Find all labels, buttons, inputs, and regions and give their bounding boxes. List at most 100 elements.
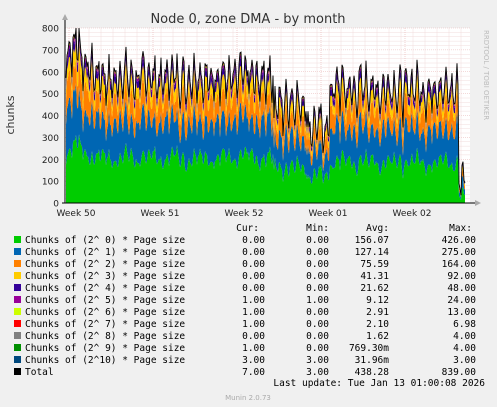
legend-label: Total <box>25 367 54 378</box>
legend-swatch <box>14 320 21 327</box>
munin-footer: Munin 2.0.73 <box>225 394 271 402</box>
legend-swatch <box>14 236 21 243</box>
legend-min: 3.00 <box>306 355 329 366</box>
legend-min: 0.00 <box>306 271 329 282</box>
y-tick-label: 400 <box>42 112 59 122</box>
legend-avg: 21.62 <box>360 283 389 294</box>
legend-min: 0.00 <box>306 259 329 270</box>
legend-swatch <box>14 284 21 291</box>
legend-swatch <box>14 308 21 315</box>
legend-swatch <box>14 344 21 351</box>
legend-avg: 127.14 <box>355 247 390 258</box>
legend-cur: 0.00 <box>242 331 265 342</box>
legend-avg: 9.12 <box>366 295 389 306</box>
legend-label: Chunks of (2^ 4) * Page size <box>25 283 185 294</box>
y-axis-label: chunks <box>4 95 17 134</box>
last-update: Last update: Tue Jan 13 01:00:08 2026 <box>273 378 485 389</box>
legend-min: 0.00 <box>306 247 329 258</box>
legend-max: 164.00 <box>442 259 477 270</box>
legend-header: Min: <box>306 223 329 234</box>
legend-avg: 438.28 <box>355 367 390 378</box>
legend-label: Chunks of (2^ 1) * Page size <box>25 247 185 258</box>
y-tick-label: 800 <box>42 25 59 35</box>
legend-swatch <box>14 260 21 267</box>
y-axis-arrow <box>62 14 68 20</box>
stacked-areas <box>65 27 466 203</box>
legend-header: Avg: <box>366 223 389 234</box>
x-tick-label: Week 01 <box>309 209 348 219</box>
legend-cur: 1.00 <box>242 295 265 306</box>
legend-cur: 0.00 <box>242 259 265 270</box>
legend-cur: 3.00 <box>242 355 265 366</box>
legend-cur: 1.00 <box>242 319 265 330</box>
legend-cur: 0.00 <box>242 271 265 282</box>
x-axis-arrow <box>475 200 481 206</box>
legend-label: Chunks of (2^ 0) * Page size <box>25 235 185 246</box>
legend-min: 1.00 <box>306 295 329 306</box>
legend-label: Chunks of (2^ 3) * Page size <box>25 271 185 282</box>
x-tick-label: Week 51 <box>141 209 180 219</box>
legend-label: Chunks of (2^10) * Page size <box>25 355 185 366</box>
legend-avg: 31.96m <box>355 355 390 366</box>
legend-avg: 156.07 <box>355 235 389 246</box>
y-tick-labels: 0 100 200 300 400 500 600 700 800 <box>42 25 59 210</box>
y-tick-label: 100 <box>42 178 59 188</box>
x-tick-label: Week 50 <box>57 209 96 219</box>
legend-min: 0.00 <box>306 283 329 294</box>
series-area <box>66 57 465 198</box>
legend-label: Chunks of (2^ 6) * Page size <box>25 307 185 318</box>
series-area <box>66 134 465 203</box>
series-area <box>66 40 465 197</box>
legend-max: 13.00 <box>447 307 476 318</box>
y-tick-label: 500 <box>42 90 59 100</box>
legend-cur: 0.00 <box>242 235 265 246</box>
x-tick-label: Week 02 <box>393 209 432 219</box>
y-tick-label: 300 <box>42 134 59 144</box>
y-tick-label: 200 <box>42 156 59 166</box>
legend-avg: 769.30m <box>349 343 389 354</box>
legend-label: Chunks of (2^ 7) * Page size <box>25 319 185 330</box>
legend-label: Chunks of (2^ 9) * Page size <box>25 343 185 354</box>
legend-label: Chunks of (2^ 2) * Page size <box>25 259 185 270</box>
legend-cur: 1.00 <box>242 343 265 354</box>
legend-header: Max: <box>449 223 472 234</box>
legend-cur: 1.00 <box>242 307 265 318</box>
axes <box>62 14 481 206</box>
legend-min: 0.00 <box>306 235 329 246</box>
legend-max: 3.00 <box>453 355 476 366</box>
legend-max: 92.00 <box>447 271 476 282</box>
legend-avg: 41.31 <box>360 271 389 282</box>
legend-max: 839.00 <box>442 367 477 378</box>
legend-max: 48.00 <box>447 283 476 294</box>
legend-avg: 2.10 <box>366 319 389 330</box>
legend: Cur: Min: Avg: Max: Chunks of (2^ 0) * Page … <box>14 223 476 378</box>
x-tick-labels: Week 50 Week 51 Week 52 Week 01 Week 02 <box>57 209 432 219</box>
y-tick-label: 0 <box>53 200 59 210</box>
legend-swatch <box>14 368 21 375</box>
legend-max: 426.00 <box>442 235 477 246</box>
legend-avg: 2.91 <box>366 307 389 318</box>
legend-avg: 75.59 <box>360 259 389 270</box>
legend-label: Chunks of (2^ 8) * Page size <box>25 331 185 342</box>
legend-swatch <box>14 332 21 339</box>
x-tick-label: Week 52 <box>225 209 264 219</box>
series-area <box>66 83 465 201</box>
legend-swatch <box>14 356 21 363</box>
y-tick-label: 600 <box>42 68 59 78</box>
legend-min: 0.00 <box>306 331 329 342</box>
legend-max: 4.00 <box>453 331 476 342</box>
y-tick-label: 700 <box>42 46 59 56</box>
legend-swatch <box>14 296 21 303</box>
legend-min: 0.00 <box>306 343 329 354</box>
legend-max: 4.00 <box>453 343 476 354</box>
rrdtool-watermark: RRDTOOL / TOBI OETIKER <box>482 30 490 120</box>
legend-min: 3.00 <box>306 367 329 378</box>
legend-max: 275.00 <box>442 247 477 258</box>
chart-title: Node 0, zone DMA - by month <box>150 12 345 27</box>
legend-label: Chunks of (2^ 5) * Page size <box>25 295 185 306</box>
legend-avg: 1.62 <box>366 331 389 342</box>
legend-max: 24.00 <box>447 295 476 306</box>
legend-swatch <box>14 272 21 279</box>
legend-cur: 0.00 <box>242 247 265 258</box>
